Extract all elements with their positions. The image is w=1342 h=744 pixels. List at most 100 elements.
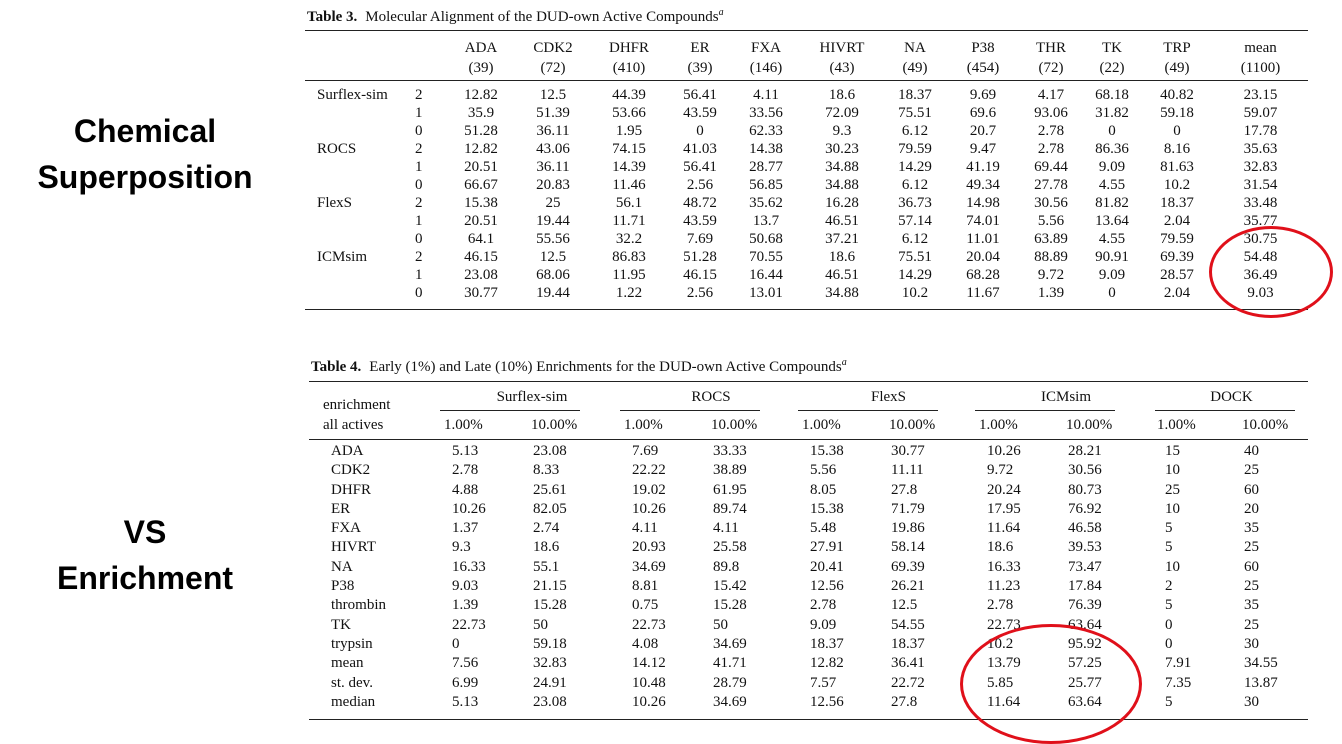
cell-value: 15.38 xyxy=(810,443,844,459)
cell-value: 74.15 xyxy=(612,141,646,157)
cell-value: 56.41 xyxy=(683,87,717,103)
cell-value: 86.83 xyxy=(612,249,646,265)
target-count: (22) xyxy=(1099,60,1125,76)
cell-value: 15.38 xyxy=(464,195,498,211)
target-name: TRP xyxy=(1163,40,1191,56)
level: 2 xyxy=(415,249,423,265)
cell-value: 18.37 xyxy=(891,635,925,652)
cell-value: 48.72 xyxy=(683,195,717,211)
cell-value: 0 xyxy=(452,635,460,652)
target-count: (454) xyxy=(966,60,1000,76)
cell-value: 33.33 xyxy=(713,443,747,459)
cell-value: 9.3 xyxy=(832,123,852,139)
level: 2 xyxy=(415,195,423,211)
table3-title: Molecular Alignment of the DUD-own Activ… xyxy=(365,9,719,25)
cell-value: 18.37 xyxy=(810,635,844,652)
target-name: FXA xyxy=(750,40,781,56)
cell-value: 8.81 xyxy=(632,578,659,595)
table4-subheader-row: all actives 1.00% 10.00% 1.00% 10.00% 1.00% 10… xyxy=(309,414,1308,436)
cell-value: 17.84 xyxy=(1068,578,1102,595)
cell-value: 35.9 xyxy=(467,105,495,121)
cell-value: 5.48 xyxy=(810,520,837,537)
target-count: (49) xyxy=(1164,60,1190,76)
method-name xyxy=(305,176,415,194)
subheader-early: 1.00% xyxy=(444,417,483,433)
level: 1 xyxy=(415,159,423,175)
cell-value: 2.78 xyxy=(987,597,1014,614)
subheader-early: 1.00% xyxy=(802,417,841,433)
cell-value: 64.1 xyxy=(467,231,495,247)
target-name: ADA xyxy=(464,40,498,56)
method-header: Surflex-sim xyxy=(496,389,568,405)
cell-value: 2.04 xyxy=(1163,213,1191,229)
cell-value: 14.38 xyxy=(749,141,783,157)
method-underline-icmsim xyxy=(975,410,1115,411)
target-count: (43) xyxy=(829,60,855,76)
cell-value: 28.77 xyxy=(749,159,783,175)
cell-value: 27.78 xyxy=(1034,177,1068,193)
method-underline-rocs xyxy=(620,410,760,411)
target-name: HIVRT xyxy=(819,40,865,56)
cell-value: 6.12 xyxy=(901,231,929,247)
cell-value: 76.92 xyxy=(1068,500,1102,517)
cell-value: 20.51 xyxy=(464,159,498,175)
cell-value: 22.73 xyxy=(452,616,486,633)
cell-value: 25 xyxy=(1244,462,1259,479)
cell-value: 70.55 xyxy=(749,249,783,265)
cell-value: 50 xyxy=(713,616,728,633)
cell-value: 16.33 xyxy=(987,558,1021,575)
cell-value: 33.56 xyxy=(749,105,783,121)
side-label-line: VS xyxy=(123,514,167,550)
side-label-line: Enrichment xyxy=(56,560,234,596)
cell-value: 51.28 xyxy=(464,123,498,139)
cell-value: 89.74 xyxy=(713,500,747,517)
cell-value: 13.01 xyxy=(749,285,783,301)
cell-value: 25 xyxy=(1244,578,1259,595)
cell-value: 12.56 xyxy=(810,578,844,595)
highlight-circle-table4-icmsim xyxy=(960,624,1142,744)
target-name: thrombin xyxy=(331,597,386,614)
cell-value: 11.23 xyxy=(987,578,1021,595)
target-name: ER xyxy=(690,40,710,56)
table-row: P38 9.03 21.15 8.81 15.42 12.56 26.21 11.23 17.8… xyxy=(309,577,1308,596)
target-count: (146) xyxy=(749,60,783,76)
cell-value: 31.82 xyxy=(1095,105,1129,121)
cell-value: 13.64 xyxy=(1095,213,1129,229)
cell-value: 53.66 xyxy=(612,105,646,121)
cell-value: 10.26 xyxy=(452,500,486,517)
highlight-circle-table3-mean xyxy=(1209,226,1333,318)
cell-value: 5 xyxy=(1165,520,1173,537)
side-label-line: Chemical xyxy=(73,113,217,149)
cell-value: 18.37 xyxy=(898,87,932,103)
method-name xyxy=(305,122,415,140)
cell-value: 18.37 xyxy=(1160,195,1194,211)
table-row: NA 16.33 55.1 34.69 89.8 20.41 69.39 16.33 73.47… xyxy=(309,558,1308,577)
cell-value: 7.56 xyxy=(452,655,479,672)
cell-value: 62.33 xyxy=(749,123,783,139)
side-label-line: Superposition xyxy=(37,159,253,195)
target-name: CDK2 xyxy=(533,40,573,56)
cell-value: 33.48 xyxy=(1243,195,1278,211)
cell-value: 73.47 xyxy=(1068,558,1102,575)
cell-value: 34.69 xyxy=(632,558,666,575)
chemical-superposition-label: Chemical Superposition xyxy=(0,108,290,200)
table-row: FlexS 2 15.38 25 56.1 48.72 35.62 16.28 36.73 14.… xyxy=(305,194,1308,212)
cell-value: 12.5 xyxy=(891,597,918,614)
cell-value: 68.06 xyxy=(536,267,570,283)
cell-value: 5 xyxy=(1165,693,1173,710)
table4-header: enrichment Surflex-sim ROCS FlexS ICMsim DOCK… xyxy=(309,388,1308,436)
target-name: DHFR xyxy=(608,40,649,56)
table-row: thrombin 1.39 15.28 0.75 15.28 2.78 12.5 2.78 76… xyxy=(309,596,1308,615)
method-underline-dock xyxy=(1155,410,1295,411)
method-name xyxy=(305,230,415,248)
cell-value: 18.6 xyxy=(828,87,856,103)
cell-value: 88.89 xyxy=(1034,249,1068,265)
cell-value: 35 xyxy=(1244,597,1259,614)
target-name: mean xyxy=(331,655,364,672)
cell-value: 10.26 xyxy=(987,443,1021,459)
table3-caption: Table 3. Molecular Alignment of the DUD-o… xyxy=(307,7,724,26)
cell-value: 69.44 xyxy=(1034,159,1068,175)
cell-value: 8.16 xyxy=(1163,141,1191,157)
cell-value: 7.69 xyxy=(686,231,714,247)
cell-value: 5 xyxy=(1165,539,1173,556)
